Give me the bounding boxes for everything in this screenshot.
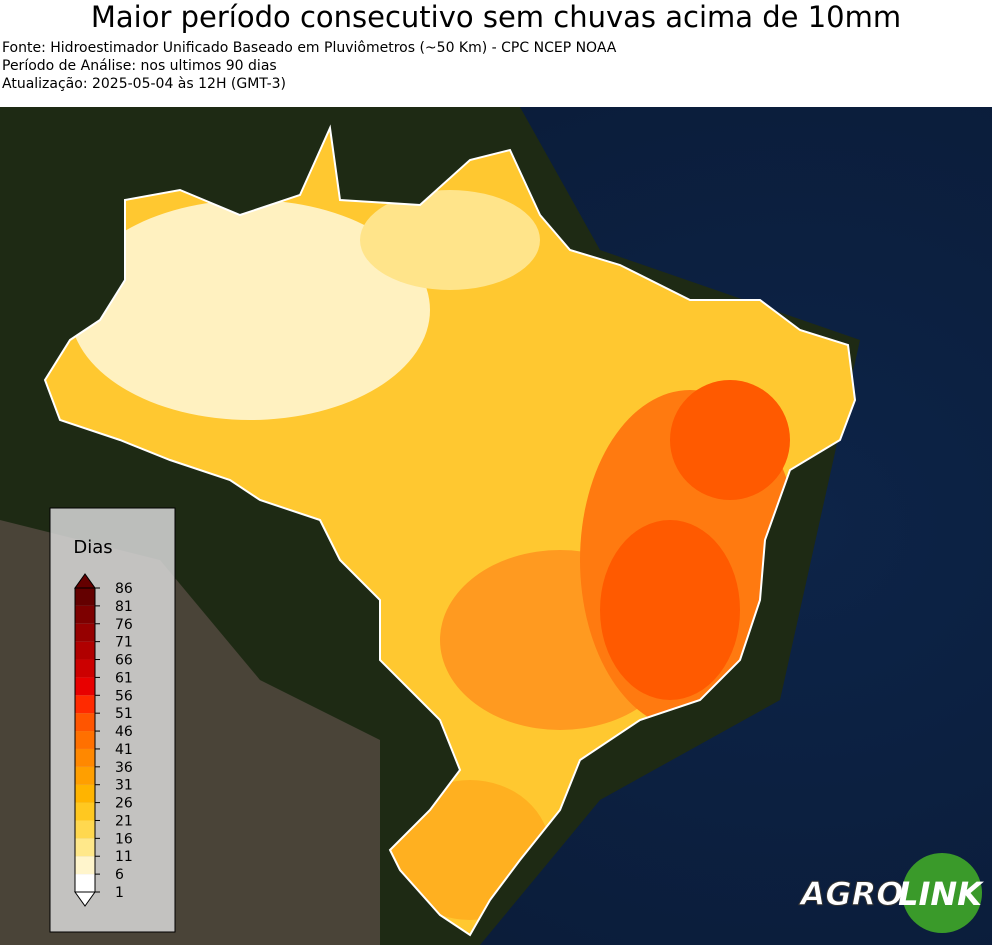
colorbar-segment <box>75 713 95 732</box>
colorbar-segment <box>75 856 95 875</box>
colorbar-tick-label: 51 <box>115 706 133 722</box>
colorbar-segment <box>75 874 95 892</box>
colorbar-segment <box>75 659 95 678</box>
colorbar-segment <box>75 784 95 803</box>
colorbar-tick-label: 56 <box>115 688 133 704</box>
title: Maior período consecutivo sem chuvas aci… <box>90 0 902 34</box>
legend-box <box>49 507 176 933</box>
colorbar-tick-label: 41 <box>115 742 133 758</box>
colorbar-segment <box>75 641 95 660</box>
field-red-orange <box>670 380 790 500</box>
colorbar-tick-label: 46 <box>115 724 133 740</box>
colorbar-segment <box>75 605 95 624</box>
colorbar-tick-label: 11 <box>115 849 133 865</box>
colorbar-frame <box>74 587 96 893</box>
colorbar-segment <box>75 766 95 785</box>
update-line: Atualização: 2025-05-04 às 12H (GMT-3) <box>2 76 286 92</box>
colorbar-tick-label: 76 <box>115 617 133 633</box>
source-line: Fonte: Hidroestimador Unificado Baseado … <box>2 40 617 56</box>
colorbar-tick-label: 26 <box>115 796 133 812</box>
colorbar-segment <box>75 838 95 857</box>
colorbar-tick-label: 16 <box>115 831 133 847</box>
legend-title: Dias <box>73 537 112 558</box>
colorbar-segment <box>75 588 95 606</box>
period-line: Período de Análise: nos ultimos 90 dias <box>2 58 277 74</box>
field-light <box>70 200 430 420</box>
map: Dias 1611162126313641465156616671768186 … <box>0 107 992 945</box>
colorbar-tick-label: 31 <box>115 778 133 794</box>
colorbar-segment <box>75 802 95 821</box>
colorbar-segment <box>75 695 95 714</box>
colorbar-tick-label: 61 <box>115 670 133 686</box>
logo-text: LINK <box>898 875 984 913</box>
colorbar-segment <box>75 623 95 642</box>
field-light <box>360 190 540 290</box>
colorbar-tick-label: 6 <box>115 867 124 883</box>
colorbar-segment <box>75 677 95 696</box>
colorbar-tick-label: 21 <box>115 813 133 829</box>
colorbar-tick-label: 36 <box>115 760 133 776</box>
colorbar-tick-label: 66 <box>115 653 133 669</box>
colorbar-tick-label: 86 <box>115 581 133 597</box>
field-red-orange <box>600 520 740 700</box>
colorbar-segment <box>75 820 95 839</box>
colorbar-tick-label: 81 <box>115 599 133 615</box>
logo-circle <box>902 853 982 933</box>
colorbar-segment <box>75 731 95 749</box>
colorbar-segment <box>75 748 95 767</box>
colorbar-tick-label: 71 <box>115 635 133 651</box>
colorbar-tick-label: 1 <box>115 885 124 901</box>
logo-text: AGRO <box>798 875 904 913</box>
